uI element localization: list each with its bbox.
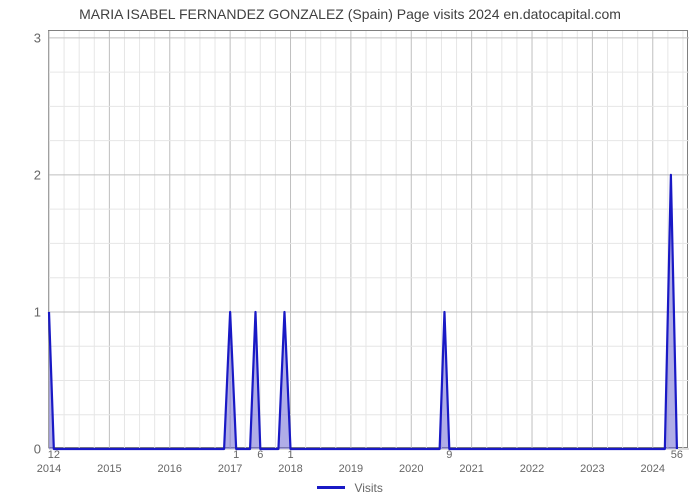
data-point-label: 1	[233, 447, 239, 461]
x-tick-label: 2019	[339, 447, 363, 475]
legend: Visits	[0, 480, 700, 495]
legend-label: Visits	[354, 481, 382, 495]
x-tick-label: 2020	[399, 447, 423, 475]
y-tick-label: 2	[34, 167, 49, 182]
data-point-label: 1	[287, 447, 293, 461]
chart-container: { "chart": { "type": "line", "title": "M…	[0, 0, 700, 500]
data-point-label: 12	[48, 447, 60, 461]
data-point-label: 56	[671, 447, 683, 461]
legend-swatch	[317, 486, 345, 489]
series	[49, 31, 689, 449]
x-tick-label: 2024	[641, 447, 665, 475]
x-tick-label: 2021	[459, 447, 483, 475]
chart-title: MARIA ISABEL FERNANDEZ GONZALEZ (Spain) …	[0, 6, 700, 22]
plot-area: 0123201420152016201720182019202020212022…	[48, 30, 688, 448]
data-point-label: 9	[446, 447, 452, 461]
data-point-label: 6	[257, 447, 263, 461]
x-tick-label: 2016	[158, 447, 182, 475]
y-tick-label: 3	[34, 30, 49, 45]
y-tick-label: 1	[34, 304, 49, 319]
x-tick-label: 2022	[520, 447, 544, 475]
x-tick-label: 2023	[580, 447, 604, 475]
x-tick-label: 2015	[97, 447, 121, 475]
